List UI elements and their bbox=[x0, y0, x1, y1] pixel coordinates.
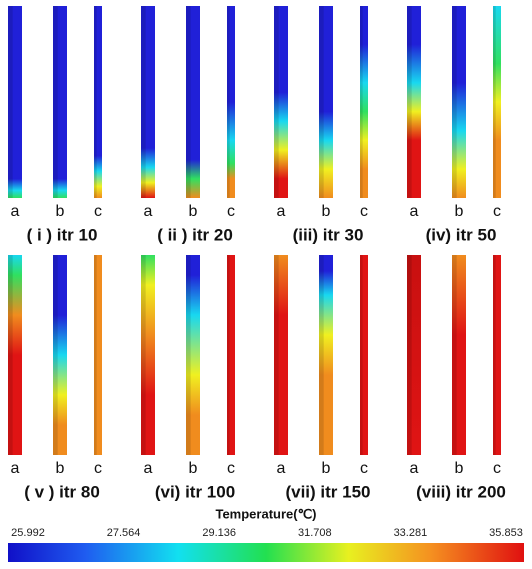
panel: a b c (viii) itr 200 bbox=[407, 255, 506, 501]
panel: a b c (iii) itr 30 bbox=[274, 6, 368, 244]
column-shade bbox=[493, 6, 496, 198]
panel-caption: (vii) itr 150 bbox=[285, 482, 370, 501]
column-shade bbox=[94, 255, 97, 455]
column-label: a bbox=[11, 203, 20, 220]
column-shade bbox=[493, 255, 496, 455]
panel: a b c ( v ) itr 80 bbox=[8, 255, 102, 501]
panel-caption: (viii) itr 200 bbox=[416, 482, 506, 501]
colorbar-tick-label: 29.136 bbox=[202, 527, 236, 539]
column-shade bbox=[8, 255, 13, 455]
column-label: a bbox=[11, 460, 20, 477]
colorbar-tick-label: 35.853 bbox=[489, 527, 523, 539]
panel-caption: (iii) itr 30 bbox=[293, 225, 364, 244]
column-shade bbox=[227, 6, 230, 198]
column-label: a bbox=[410, 460, 419, 477]
colorbar-tick-label: 31.708 bbox=[298, 527, 332, 539]
column-label: b bbox=[56, 460, 65, 477]
colorbar-tick-label: 25.992 bbox=[11, 527, 45, 539]
column-label: a bbox=[277, 460, 286, 477]
column-shade bbox=[319, 6, 324, 198]
column-shade bbox=[274, 6, 279, 198]
column-shade bbox=[360, 6, 363, 198]
column-label: b bbox=[322, 203, 331, 220]
panel-caption: (vi) itr 100 bbox=[155, 482, 235, 501]
column-shade bbox=[274, 255, 279, 455]
column-label: b bbox=[322, 460, 331, 477]
column-label: c bbox=[227, 460, 235, 477]
column-label: c bbox=[360, 203, 368, 220]
column-label: a bbox=[144, 460, 153, 477]
column-shade bbox=[227, 255, 230, 455]
column-label: b bbox=[189, 203, 198, 220]
colorbar-tick-label: 27.564 bbox=[107, 527, 141, 539]
column-shade bbox=[53, 6, 58, 198]
column-shade bbox=[94, 6, 97, 198]
column-shade bbox=[319, 255, 324, 455]
column-label: c bbox=[227, 203, 235, 220]
column-shade bbox=[186, 6, 191, 198]
column-shade bbox=[452, 255, 457, 455]
column-shade bbox=[141, 255, 146, 455]
column-label: b bbox=[56, 203, 65, 220]
column-label: b bbox=[455, 460, 464, 477]
figure: Temperature(℃) a b c ( i ) itr 10 a b c ( ii ) … bbox=[0, 0, 532, 564]
column-label: c bbox=[493, 203, 501, 220]
panel: a b c (iv) itr 50 bbox=[407, 6, 501, 244]
column-label: a bbox=[277, 203, 286, 220]
column-shade bbox=[186, 255, 191, 455]
column-shade bbox=[452, 6, 457, 198]
colorbar-title: Temperature(℃) bbox=[215, 506, 316, 521]
column-label: c bbox=[493, 460, 501, 477]
colorbar-tick-label: 33.281 bbox=[394, 527, 428, 539]
column-shade bbox=[8, 6, 13, 198]
column-label: b bbox=[455, 203, 464, 220]
column-shade bbox=[407, 255, 412, 455]
column-label: a bbox=[144, 203, 153, 220]
panel-caption: ( ii ) itr 20 bbox=[157, 225, 233, 244]
column-label: c bbox=[94, 203, 102, 220]
panel-caption: ( i ) itr 10 bbox=[27, 225, 98, 244]
column-label: b bbox=[189, 460, 198, 477]
panel-caption: (iv) itr 50 bbox=[426, 225, 497, 244]
panel: a b c (vii) itr 150 bbox=[274, 255, 371, 501]
column-label: c bbox=[360, 460, 368, 477]
panel: a b c ( ii ) itr 20 bbox=[141, 6, 235, 244]
column-label: c bbox=[94, 460, 102, 477]
column-label: a bbox=[410, 203, 419, 220]
column-shade bbox=[53, 255, 58, 455]
panel: a b c (vi) itr 100 bbox=[141, 255, 235, 501]
column-shade bbox=[141, 6, 146, 198]
column-shade bbox=[407, 6, 412, 198]
panel: a b c ( i ) itr 10 bbox=[8, 6, 102, 244]
panel-caption: ( v ) itr 80 bbox=[24, 482, 100, 501]
colorbar bbox=[8, 543, 524, 562]
column-shade bbox=[360, 255, 363, 455]
